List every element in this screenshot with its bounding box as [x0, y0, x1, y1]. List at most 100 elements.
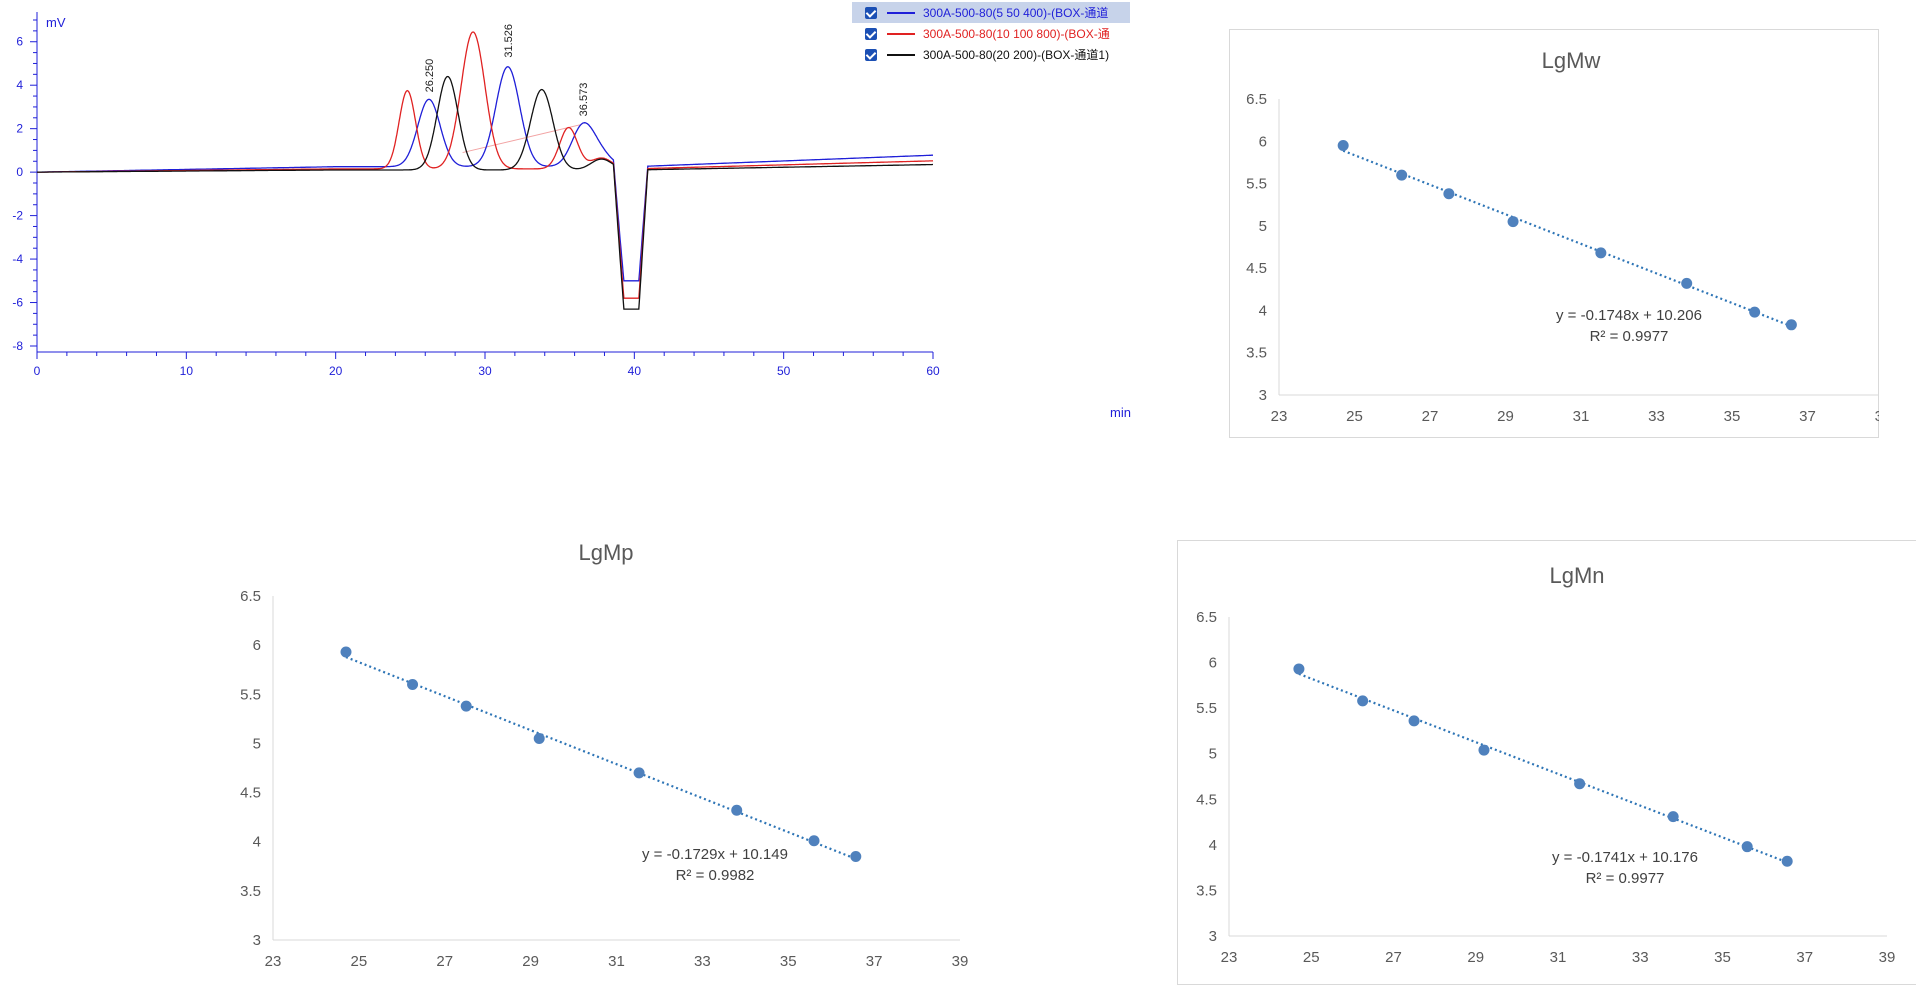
data-point: [1338, 140, 1349, 151]
r-squared-label: R² = 0.9982: [676, 867, 755, 884]
x-tick-label: 25: [351, 953, 368, 970]
x-tick-label: 25: [1303, 949, 1320, 966]
series-line-2: [37, 32, 933, 298]
trendline-equation: y = -0.1729x + 10.149: [642, 846, 788, 863]
x-tick-label: 23: [1271, 408, 1288, 425]
chart-title: LgMw: [1542, 48, 1601, 73]
data-point: [809, 835, 820, 846]
data-point: [1443, 188, 1454, 199]
trendline-equation: y = -0.1741x + 10.176: [1552, 849, 1698, 866]
y-tick-label: 6.5: [240, 588, 261, 605]
x-tick-label: 39: [1875, 408, 1879, 425]
checkbox-checked-icon[interactable]: [865, 7, 877, 19]
legend-label: 300A-500-80(5 50 400)-(BOX-通道: [923, 4, 1108, 21]
chart-title: LgMn: [1549, 563, 1604, 588]
data-point: [1396, 170, 1407, 181]
x-tick-label: 27: [436, 953, 453, 970]
series-line-3: [37, 77, 933, 310]
legend-line-swatch: [887, 12, 915, 14]
y-tick-label: 3.5: [240, 883, 261, 900]
y-tick-label: -4: [12, 252, 23, 266]
y-tick-label: 3: [1259, 387, 1267, 404]
data-point: [1409, 715, 1420, 726]
peak-label: 36.573: [578, 83, 590, 117]
y-tick-label: 6.5: [1246, 91, 1267, 108]
data-point: [1293, 663, 1304, 674]
data-point: [1786, 319, 1797, 330]
x-tick-label: 31: [1573, 408, 1590, 425]
peak-label: 26.250: [424, 59, 436, 93]
y-tick-label: 5: [1259, 218, 1267, 235]
x-tick-label: 10: [180, 364, 194, 378]
reference-line: [463, 124, 582, 152]
x-axis-label: min: [1110, 405, 1131, 420]
x-tick-label: 37: [1796, 949, 1813, 966]
data-point: [1478, 745, 1489, 756]
y-tick-label: 5.5: [1196, 700, 1217, 717]
peak-label: 31.526: [503, 24, 515, 58]
x-tick-label: 33: [1648, 408, 1665, 425]
x-tick-label: 27: [1422, 408, 1439, 425]
data-point: [407, 679, 418, 690]
legend-item-series-2[interactable]: 300A-500-80(10 100 800)-(BOX-通: [852, 23, 1130, 44]
chromatogram-legend: 300A-500-80(5 50 400)-(BOX-通道 300A-500-8…: [852, 2, 1130, 65]
r-squared-label: R² = 0.9977: [1586, 870, 1665, 887]
data-point: [1357, 695, 1368, 706]
legend-item-series-1[interactable]: 300A-500-80(5 50 400)-(BOX-通道: [852, 2, 1130, 23]
legend-line-swatch: [887, 33, 915, 35]
legend-label: 300A-500-80(20 200)-(BOX-通道1): [923, 46, 1109, 63]
y-tick-label: -8: [12, 339, 23, 353]
legend-item-series-3[interactable]: 300A-500-80(20 200)-(BOX-通道1): [852, 44, 1130, 65]
y-tick-label: -6: [12, 296, 23, 310]
data-point: [1742, 841, 1753, 852]
y-tick-label: 5.5: [240, 686, 261, 703]
data-point: [1749, 307, 1760, 318]
data-point: [340, 647, 351, 658]
data-point: [1782, 856, 1793, 867]
x-tick-label: 29: [1497, 408, 1514, 425]
y-tick-label: 4: [1209, 837, 1217, 854]
r-squared-label: R² = 0.9977: [1590, 328, 1669, 345]
y-tick-label: 2: [16, 122, 23, 136]
data-point: [731, 805, 742, 816]
data-point: [534, 733, 545, 744]
y-tick-label: 3: [253, 932, 261, 949]
x-tick-label: 29: [1467, 949, 1484, 966]
y-tick-label: 4.5: [1246, 260, 1267, 277]
data-point: [1574, 778, 1585, 789]
y-tick-label: 4: [1259, 302, 1267, 319]
checkbox-checked-icon[interactable]: [865, 28, 877, 40]
x-tick-label: 37: [1799, 408, 1816, 425]
x-tick-label: 39: [1879, 949, 1896, 966]
x-tick-label: 37: [866, 953, 883, 970]
y-tick-label: 5: [1209, 746, 1217, 763]
data-point: [1681, 278, 1692, 289]
y-tick-label: 3: [1209, 928, 1217, 945]
x-tick-label: 35: [1714, 949, 1731, 966]
lgmw-plot: LgMw33.544.555.566.5232527293133353739y …: [1229, 29, 1879, 438]
x-tick-label: 40: [628, 364, 642, 378]
y-tick-label: 3.5: [1196, 882, 1217, 899]
y-tick-label: 6.5: [1196, 609, 1217, 626]
data-point: [1668, 811, 1679, 822]
x-tick-label: 60: [926, 364, 940, 378]
x-tick-label: 33: [1632, 949, 1649, 966]
x-tick-label: 35: [1724, 408, 1741, 425]
y-tick-label: 6: [16, 35, 23, 49]
y-tick-label: 6: [1209, 655, 1217, 672]
x-tick-label: 23: [265, 953, 282, 970]
trendline-equation: y = -0.1748x + 10.206: [1556, 307, 1702, 324]
chart-border: [1178, 541, 1916, 985]
checkbox-checked-icon[interactable]: [865, 49, 877, 61]
y-tick-label: 0: [16, 165, 23, 179]
y-tick-label: 4.5: [240, 785, 261, 802]
legend-label: 300A-500-80(10 100 800)-(BOX-通: [923, 25, 1110, 42]
x-tick-label: 31: [608, 953, 625, 970]
trendline: [346, 657, 856, 859]
data-point: [634, 767, 645, 778]
chart-title: LgMp: [578, 540, 633, 565]
x-tick-label: 33: [694, 953, 711, 970]
